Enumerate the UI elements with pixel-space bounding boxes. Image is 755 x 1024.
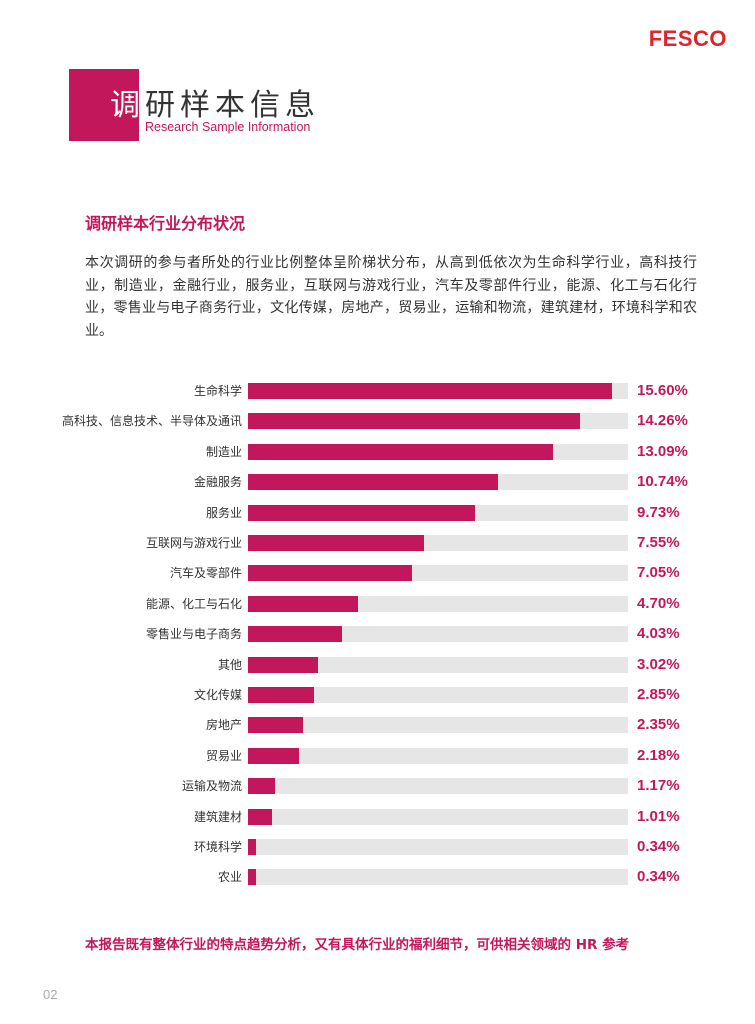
bar [248, 474, 499, 491]
bar-track [248, 778, 628, 795]
chart-row: 服务业 9.73% [0, 500, 755, 530]
bar-value-label: 0.34% [637, 868, 680, 886]
bar-category-label: 建筑建材 [193, 809, 242, 824]
bar-value-label: 2.35% [637, 716, 680, 734]
chart-row: 运输及物流 1.17% [0, 773, 755, 803]
bar-track [248, 535, 628, 551]
bar [248, 626, 342, 643]
bar-value-label: 1.17% [637, 777, 680, 795]
chart-row: 金融服务 10.74% [0, 469, 755, 499]
bar [248, 839, 256, 855]
bar [248, 687, 315, 703]
bar [248, 747, 299, 764]
title-accent-block [69, 69, 139, 141]
chart-row: 文化传媒 2.85% [0, 682, 755, 712]
fesco-logo: FESCO [648, 26, 727, 51]
bar-category-label: 农业 [217, 870, 242, 885]
bar [248, 535, 424, 551]
bar-track [248, 626, 628, 643]
bar-track [248, 443, 628, 460]
chart-row: 汽车及零部件 7.05% [0, 560, 755, 590]
chart-row: 环境科学 0.34% [0, 834, 755, 864]
chart-row: 农业 0.34% [0, 864, 755, 894]
chart-row: 其他 3.02% [0, 652, 755, 682]
bar-value-label: 3.02% [637, 655, 680, 673]
bar-category-label: 贸易业 [205, 748, 242, 763]
chart-row: 能源、化工与石化 4.70% [0, 591, 755, 621]
bar-category-label: 环境科学 [193, 840, 242, 854]
chart-row: 生命科学 15.60% [0, 378, 755, 408]
bar-value-label: 4.03% [637, 625, 680, 643]
bar-category-label: 制造业 [205, 444, 242, 459]
bar-category-label: 互联网与游戏行业 [145, 536, 242, 550]
bar-category-label: 其他 [217, 657, 242, 672]
bar-category-label: 文化传媒 [193, 688, 242, 702]
bar-value-label: 1.01% [637, 807, 680, 825]
bar-category-label: 零售业与电子商务 [145, 627, 242, 642]
chart-row: 贸易业 2.18% [0, 743, 755, 773]
bar-value-label: 13.09% [637, 442, 688, 460]
intro-paragraph: 本次调研的参与者所处的行业比例整体呈阶梯状分布，从高到低依次为生命科学行业，高科… [85, 255, 697, 339]
bar-track [248, 839, 628, 855]
bar-value-label: 7.05% [637, 564, 680, 582]
bar-value-label: 2.85% [637, 686, 680, 703]
bar [248, 383, 612, 399]
page-title: 调研样本信息 [110, 80, 320, 124]
bar [248, 504, 475, 521]
bar [248, 443, 554, 460]
bar-category-label: 汽车及零部件 [169, 566, 242, 581]
chart-row: 高科技、信息技术、半导体及通讯 14.26% [0, 408, 755, 438]
page-number: 02 [43, 987, 58, 1002]
bar-value-label: 7.55% [637, 534, 680, 551]
page-title-first-char: 调 [110, 88, 145, 123]
bar-value-label: 14.26% [637, 412, 688, 430]
bar-value-label: 0.34% [637, 838, 680, 855]
chart-row: 制造业 13.09% [0, 439, 755, 469]
bar-track [248, 687, 628, 703]
chart-row: 零售业与电子商务 4.03% [0, 621, 755, 651]
page-title-rest: 研样本信息 [145, 88, 320, 123]
bar-track [248, 413, 628, 430]
bar [248, 869, 256, 886]
bar-track [248, 565, 628, 582]
bar-track [248, 717, 628, 734]
bar-category-label: 能源、化工与石化 [145, 596, 242, 611]
bar-value-label: 9.73% [637, 503, 680, 521]
chart-row: 建筑建材 1.01% [0, 804, 755, 834]
bar [248, 717, 303, 734]
bar-category-label: 金融服务 [193, 475, 242, 490]
bar-category-label: 服务业 [205, 505, 242, 520]
bar-track [248, 595, 628, 612]
bar [248, 778, 276, 795]
bar-category-label: 生命科学 [193, 384, 242, 398]
bar-value-label: 10.74% [637, 473, 688, 491]
bar [248, 565, 413, 582]
bar-track [248, 656, 628, 673]
bar-track [248, 383, 628, 399]
footer-note: 本报告既有整体行业的特点趋势分析，又有具体行业的福利细节，可供相关领域的 HR … [85, 937, 630, 953]
bar-category-label: 房地产 [205, 718, 242, 733]
bar [248, 656, 319, 673]
bar-value-label: 15.60% [637, 382, 688, 399]
page-subtitle-en: Research Sample Information [145, 120, 311, 134]
bar-track [248, 808, 628, 825]
bar-value-label: 2.18% [637, 746, 680, 764]
chart-row: 互联网与游戏行业 7.55% [0, 530, 755, 560]
bar-track [248, 747, 628, 764]
bar-track [248, 474, 628, 491]
bar-category-label: 高科技、信息技术、半导体及通讯 [61, 414, 242, 429]
bar [248, 808, 272, 825]
bar [248, 413, 581, 430]
bar-value-label: 4.70% [637, 594, 680, 612]
bar-track [248, 504, 628, 521]
industry-distribution-chart: 生命科学 15.60% 高科技、信息技术、半导体及通讯 14.26% 制造业 13.09%… [0, 378, 755, 888]
chart-row: 房地产 2.35% [0, 712, 755, 742]
bar-track [248, 869, 628, 886]
bar [248, 595, 358, 612]
section-heading: 调研样本行业分布状况 [85, 214, 246, 233]
bar-category-label: 运输及物流 [181, 779, 242, 794]
